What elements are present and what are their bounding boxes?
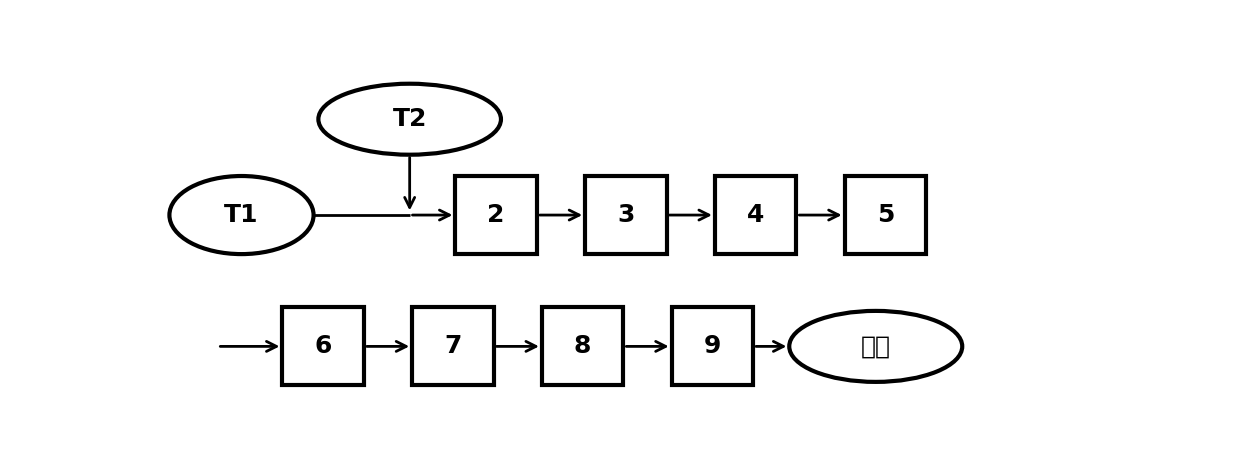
Text: 3: 3	[618, 203, 635, 227]
Text: 5: 5	[877, 203, 894, 227]
Text: 9: 9	[703, 334, 722, 358]
Text: 4: 4	[746, 203, 764, 227]
Text: 7: 7	[444, 334, 461, 358]
Text: 2: 2	[487, 203, 505, 227]
Text: 8: 8	[574, 334, 591, 358]
Text: 产品: 产品	[861, 334, 890, 358]
Text: 6: 6	[315, 334, 332, 358]
Text: T1: T1	[224, 203, 259, 227]
Text: T2: T2	[393, 107, 427, 131]
